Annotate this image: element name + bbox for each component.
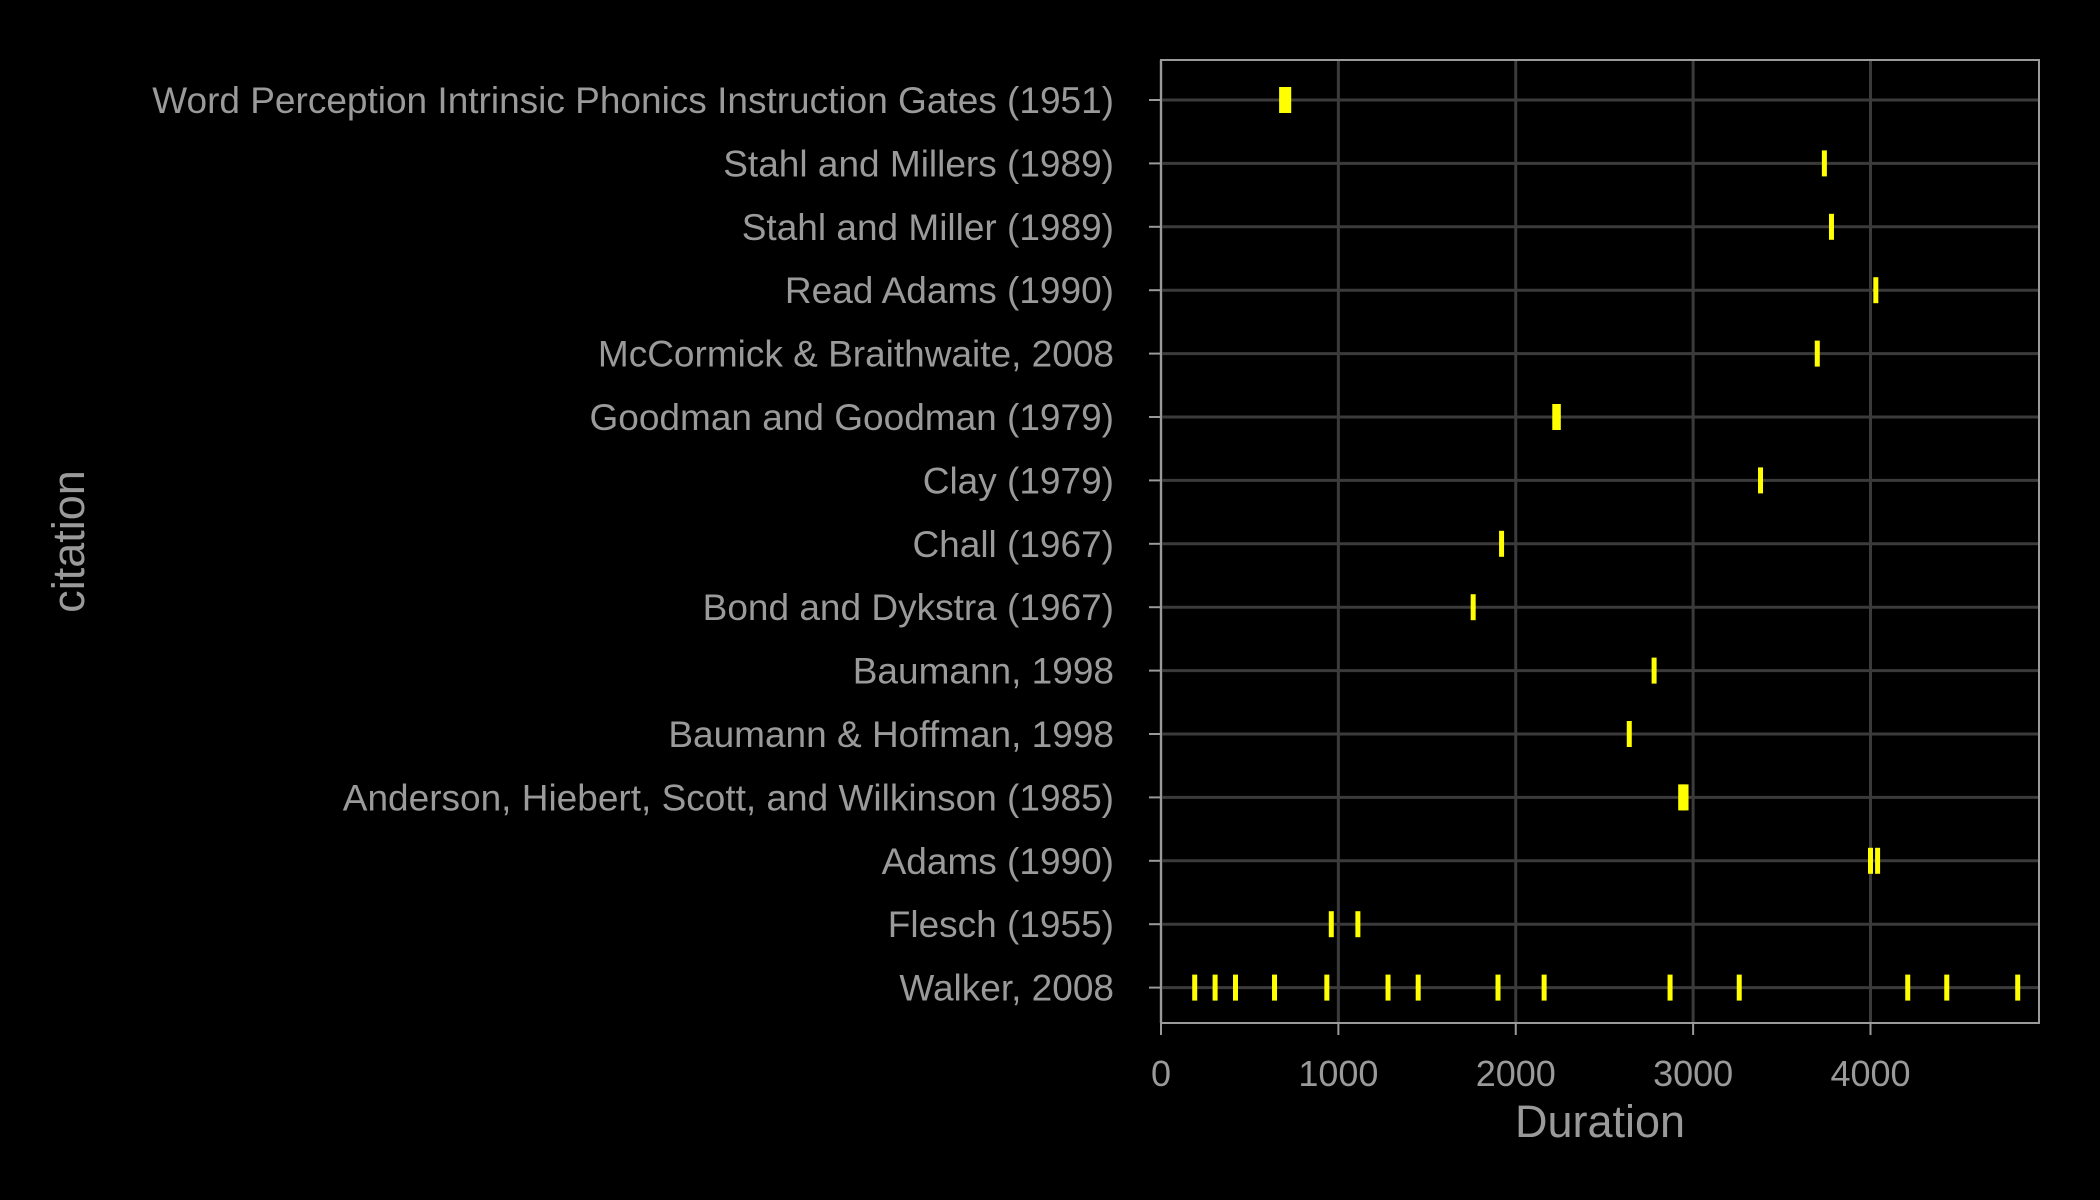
data-point [1736,974,1742,1001]
data-point [1821,150,1827,177]
data-point [1683,784,1689,811]
y-axis-title: citation [43,470,94,613]
data-point [1328,911,1334,938]
y-tick-label: Goodman and Goodman (1979) [589,397,1114,438]
data-point [1385,974,1391,1001]
y-axis-ticks: Word Perception Intrinsic Phonics Instru… [152,80,1161,1009]
y-tick-label: Flesch (1955) [888,904,1114,945]
data-point [1680,784,1686,811]
y-tick-label: Anderson, Hiebert, Scott, and Wilkinson … [343,777,1114,818]
y-tick-label: Walker, 2008 [899,968,1114,1009]
data-point [1944,974,1950,1001]
data-point [1212,974,1218,1001]
data-point [1415,974,1421,1001]
x-tick-label: 3000 [1653,1053,1733,1094]
y-tick-label: Adams (1990) [882,841,1114,882]
y-tick-label: Chall (1967) [912,524,1114,565]
data-point [1192,974,1198,1001]
plot-panel-border [1160,59,2040,1024]
y-tick-label: Word Perception Intrinsic Phonics Instru… [152,80,1114,121]
y-tick-label: Clay (1979) [923,460,1114,501]
data-point [1667,974,1673,1001]
y-tick-label: McCormick & Braithwaite, 2008 [598,334,1114,375]
data-point [1499,530,1505,557]
data-point [1470,594,1476,621]
data-point [1875,847,1881,874]
data-point [1828,213,1834,240]
y-tick-label: Baumann, 1998 [853,651,1114,692]
data-point [1905,974,1911,1001]
y-tick-label: Stahl and Millers (1989) [723,143,1114,184]
data-marks [1192,87,2021,1001]
data-point [1324,974,1330,1001]
data-point [1286,87,1292,113]
data-point [1678,784,1684,811]
y-tick-label: Bond and Dykstra (1967) [703,587,1114,628]
x-tick-label: 2000 [1476,1053,1556,1094]
x-tick-label: 0 [1151,1053,1171,1094]
data-point [1355,911,1361,938]
x-tick-label: 4000 [1830,1053,1910,1094]
data-point [1873,277,1879,304]
y-tick-label: Stahl and Miller (1989) [742,207,1114,248]
y-tick-label: Baumann & Hoffman, 1998 [668,714,1114,755]
data-point [1651,657,1657,684]
data-point [1495,974,1501,1001]
data-point [1541,974,1547,1001]
data-point [1272,974,1278,1001]
data-point [2015,974,2021,1001]
x-axis-ticks: 0 1000 2000 3000 4000 [1151,1023,1911,1094]
x-tick-label: 1000 [1298,1053,1378,1094]
data-point [1867,847,1873,874]
data-point [1626,721,1632,747]
grid-lines [1159,60,2039,1023]
data-point [1814,340,1820,367]
data-point [1758,467,1764,494]
data-point [1555,404,1561,430]
data-point [1232,974,1238,1001]
y-tick-label: Read Adams (1990) [785,270,1114,311]
x-axis-title: Duration [1515,1096,1685,1147]
data-point [1552,404,1558,430]
